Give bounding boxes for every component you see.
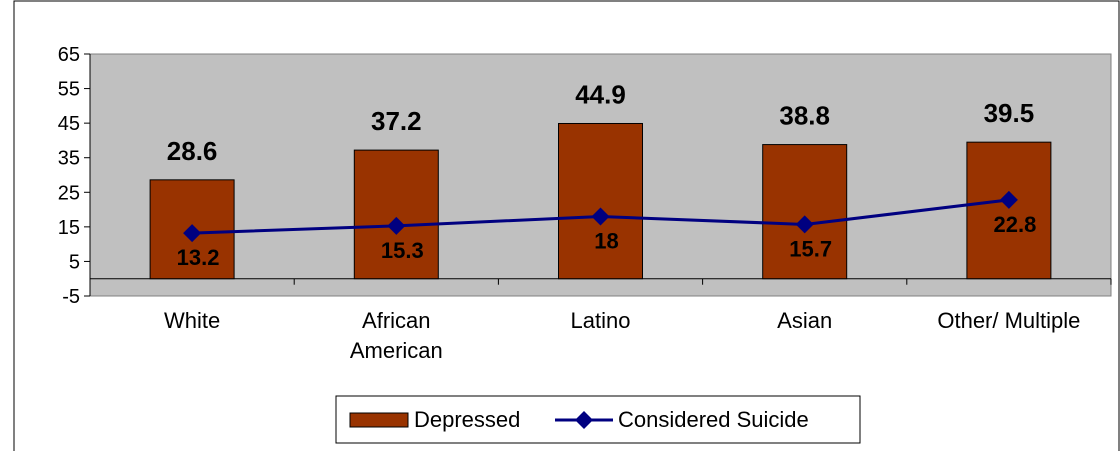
x-category-label: African — [362, 308, 430, 333]
legend-label-considered-suicide: Considered Suicide — [618, 407, 809, 432]
legend: Depressed Considered Suicide — [335, 395, 861, 444]
y-tick-label: 25 — [58, 182, 80, 204]
y-tick-label: 55 — [58, 79, 80, 101]
bar-value-label: 37.2 — [371, 106, 422, 136]
bar-value-label: 28.6 — [167, 136, 218, 166]
bar-value-label: 44.9 — [575, 79, 626, 109]
x-category-label: Latino — [571, 308, 631, 333]
line-marker-considered-suicide — [183, 224, 202, 243]
x-category-label: Other/ Multiple — [937, 308, 1080, 333]
x-category-label: Asian — [777, 308, 832, 333]
line-marker-considered-suicide — [591, 207, 610, 226]
y-tick-label: 5 — [69, 251, 80, 273]
line-marker-considered-suicide — [795, 215, 814, 234]
y-axis: -5 5 15 25 35 45 55 65 — [58, 44, 91, 308]
legend-swatch-depressed — [349, 412, 409, 428]
line-value-label: 22.8 — [993, 212, 1036, 237]
depressed-bars — [149, 122, 1052, 280]
legend-swatch-considered-suicide-marker — [575, 411, 593, 429]
considered-suicide-line — [183, 190, 1018, 243]
y-tick-label: 45 — [58, 113, 80, 135]
y-tick-label: -5 — [62, 286, 80, 308]
y-tick-label: 15 — [58, 217, 80, 239]
bar-depressed — [966, 141, 1052, 280]
y-tick-label: 65 — [58, 44, 80, 66]
line-value-label: 15.7 — [789, 236, 832, 261]
bar-value-label: 38.8 — [779, 101, 830, 131]
y-tick-label: 35 — [58, 148, 80, 170]
line-value-label: 18 — [594, 228, 618, 253]
bar-data-labels: 28.6 37.2 44.9 38.8 39.5 — [167, 79, 1034, 165]
bar-depressed — [353, 149, 439, 280]
line-marker-considered-suicide — [387, 216, 406, 235]
x-category-label: American — [350, 338, 443, 363]
x-axis: White African American Latino Asian Other/ Mu… — [89, 278, 1112, 363]
line-data-labels: 13.2 15.3 18 15.7 22.8 — [177, 212, 1037, 270]
legend-label-depressed: Depressed — [414, 407, 520, 432]
bar-depressed — [558, 122, 643, 280]
bar-depressed — [762, 144, 848, 280]
line-marker-considered-suicide — [999, 190, 1018, 209]
line-value-label: 13.2 — [177, 245, 220, 270]
x-category-label: White — [164, 308, 220, 333]
line-value-label: 15.3 — [381, 238, 424, 263]
bar-value-label: 39.5 — [984, 98, 1035, 128]
